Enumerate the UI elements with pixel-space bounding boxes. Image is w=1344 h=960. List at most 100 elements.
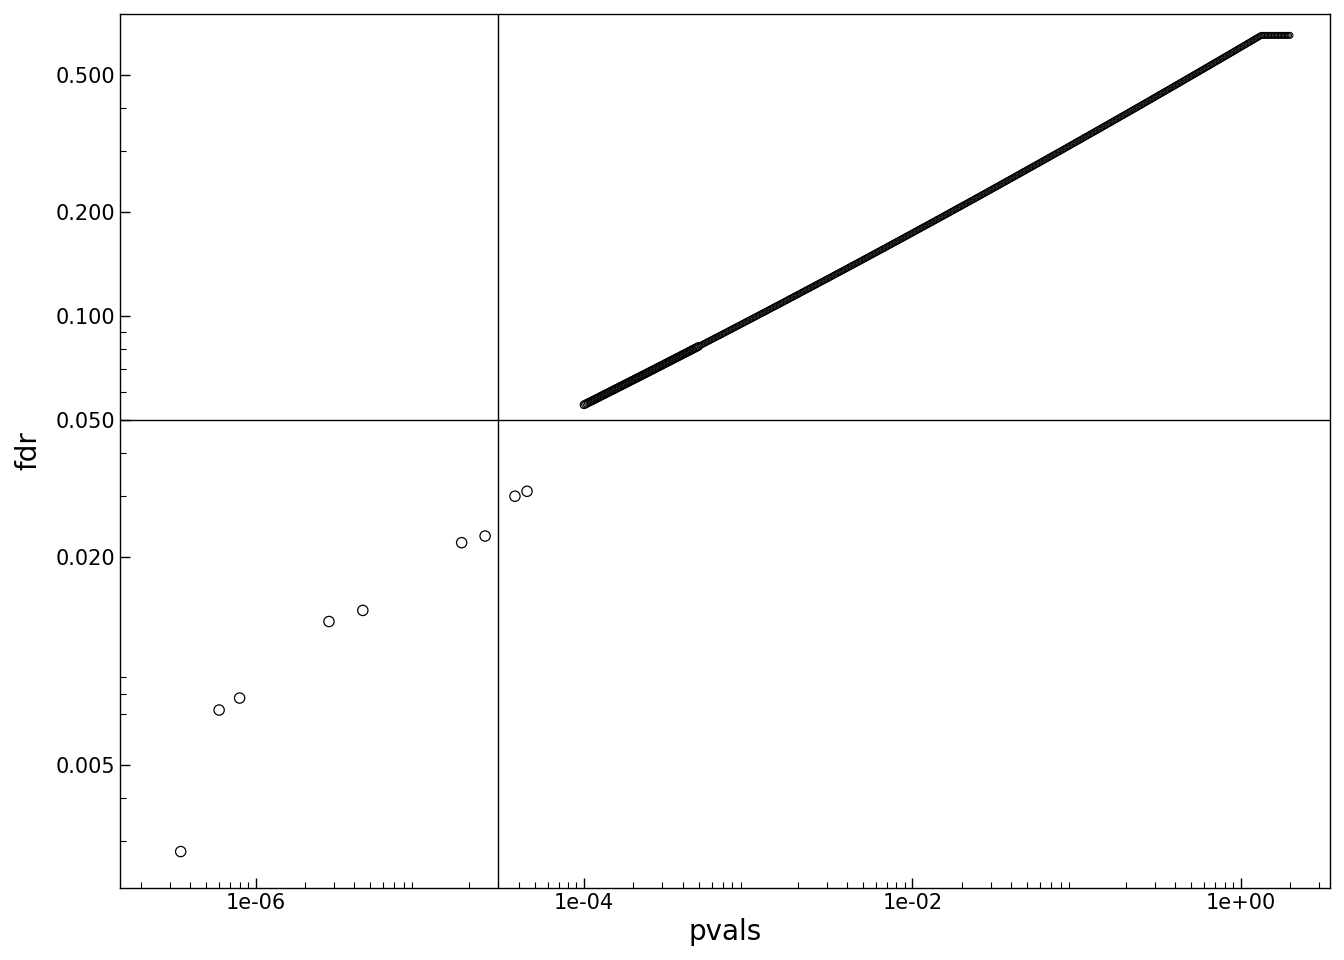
Point — [958, 194, 980, 209]
Point — [1122, 102, 1144, 117]
Point — [823, 268, 844, 283]
Point — [1009, 166, 1031, 181]
Point — [809, 275, 831, 290]
Point — [915, 218, 937, 233]
Point — [676, 345, 698, 360]
Point — [743, 310, 765, 325]
Point — [1021, 159, 1043, 175]
Point — [738, 313, 759, 328]
Point — [931, 209, 953, 225]
Point — [948, 200, 969, 215]
Point — [621, 372, 642, 388]
Point — [860, 248, 882, 263]
Point — [642, 362, 664, 377]
Point — [835, 261, 856, 276]
Point — [992, 176, 1013, 191]
Point — [913, 219, 934, 234]
Point — [1169, 75, 1191, 90]
Point — [1154, 84, 1176, 99]
Point — [1241, 34, 1262, 49]
Point — [1203, 56, 1224, 71]
Point — [1172, 74, 1193, 89]
Point — [1001, 170, 1023, 185]
Point — [859, 249, 880, 264]
Point — [769, 297, 790, 312]
Point — [1107, 110, 1129, 126]
Point — [1214, 49, 1235, 64]
Point — [595, 386, 617, 401]
Point — [1091, 120, 1113, 135]
Point — [1222, 45, 1243, 60]
Point — [982, 181, 1004, 197]
Point — [685, 340, 707, 355]
Point — [907, 223, 929, 238]
Point — [1176, 71, 1198, 86]
Point — [636, 366, 657, 381]
Point — [1042, 148, 1063, 163]
Point — [640, 364, 661, 379]
Point — [1263, 28, 1285, 43]
Point — [1226, 42, 1247, 58]
Point — [1064, 135, 1086, 151]
Point — [1198, 59, 1219, 74]
Point — [649, 358, 671, 373]
Point — [802, 278, 824, 294]
Point — [1125, 101, 1146, 116]
Point — [784, 288, 805, 303]
Point — [1262, 28, 1284, 43]
Point — [1156, 83, 1177, 98]
Point — [1008, 167, 1030, 182]
Point — [770, 296, 792, 311]
Point — [169, 844, 191, 859]
Point — [1204, 55, 1226, 70]
Point — [1265, 28, 1286, 43]
Point — [612, 378, 633, 394]
Point — [1202, 57, 1223, 72]
Point — [577, 396, 598, 411]
Point — [921, 215, 942, 230]
Point — [1110, 109, 1132, 125]
Point — [1075, 129, 1097, 144]
Point — [1015, 163, 1036, 179]
Point — [1071, 132, 1093, 147]
Point — [851, 252, 872, 268]
Point — [1074, 130, 1095, 145]
Point — [798, 281, 820, 297]
Point — [1079, 127, 1101, 142]
Point — [1231, 39, 1253, 55]
Point — [1259, 28, 1281, 43]
Point — [1144, 90, 1165, 106]
Point — [1164, 79, 1185, 94]
Point — [797, 281, 818, 297]
Point — [1095, 117, 1117, 132]
Point — [1220, 46, 1242, 61]
Point — [758, 301, 780, 317]
Point — [1050, 143, 1071, 158]
Point — [771, 295, 793, 310]
Point — [1160, 81, 1181, 96]
Point — [1062, 136, 1083, 152]
Point — [741, 311, 762, 326]
Point — [728, 318, 750, 333]
Point — [1023, 158, 1044, 174]
Point — [1063, 136, 1085, 152]
Point — [691, 337, 712, 352]
Point — [864, 246, 886, 261]
Point — [1210, 52, 1231, 67]
Point — [715, 324, 737, 340]
Point — [813, 273, 835, 288]
Point — [579, 395, 601, 410]
Point — [767, 298, 789, 313]
Point — [793, 284, 814, 300]
Point — [1097, 117, 1118, 132]
Point — [1175, 72, 1196, 87]
Point — [1179, 69, 1200, 84]
Point — [863, 246, 884, 261]
Point — [1232, 38, 1254, 54]
Point — [943, 203, 965, 218]
Point — [1040, 149, 1062, 164]
Point — [993, 175, 1015, 190]
Point — [620, 373, 641, 389]
X-axis label: pvals: pvals — [688, 918, 762, 947]
Point — [1070, 132, 1091, 147]
